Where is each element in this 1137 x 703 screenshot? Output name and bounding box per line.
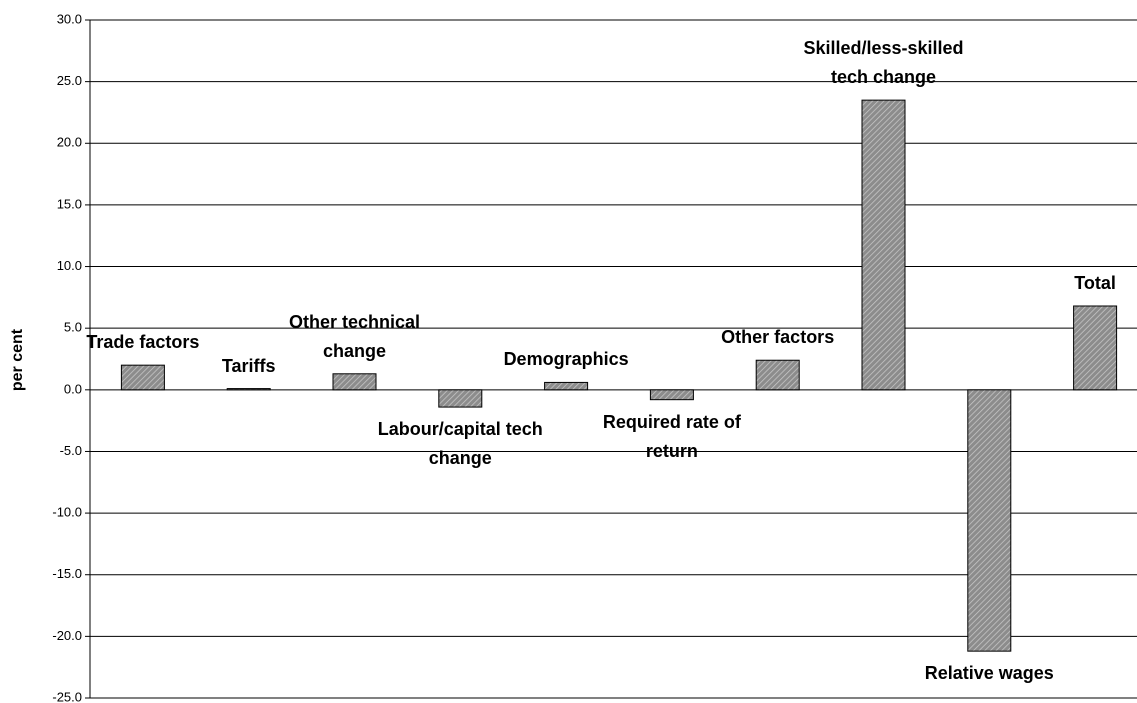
category-label: Trade factors	[86, 332, 200, 353]
y-tick-label: 25.0	[57, 73, 82, 88]
category-label: Demographics	[503, 349, 629, 370]
y-tick-label: -5.0	[60, 443, 82, 458]
y-tick-label: -20.0	[52, 628, 82, 643]
y-tick-label: 5.0	[64, 320, 82, 335]
bar	[649, 389, 694, 401]
bar	[226, 388, 271, 391]
bar	[120, 364, 165, 391]
bar	[544, 381, 589, 391]
category-label: Labour/capital tech change	[377, 419, 543, 469]
y-tick-label: 15.0	[57, 196, 82, 211]
bar	[967, 389, 1012, 652]
y-tick-label: 0.0	[64, 381, 82, 396]
bar	[1073, 305, 1118, 391]
y-tick-label: 20.0	[57, 135, 82, 150]
y-axis-title: per cent	[9, 328, 26, 391]
bar	[755, 359, 800, 391]
category-label: Total	[1074, 272, 1116, 293]
y-tick-label: -15.0	[52, 566, 82, 581]
category-label: Relative wages	[924, 663, 1054, 684]
bar	[332, 373, 377, 391]
category-label: Required rate of return	[602, 411, 741, 461]
y-tick-label: -25.0	[52, 689, 82, 703]
y-tick-label: -10.0	[52, 505, 82, 520]
category-label: Tariffs	[221, 355, 276, 376]
y-tick-label: 30.0	[57, 11, 82, 26]
y-tick-label: 10.0	[57, 258, 82, 273]
category-label: Skilled/less-skilled tech change	[803, 38, 964, 88]
bar	[438, 389, 483, 408]
category-label: Other factors	[721, 327, 835, 348]
bar	[861, 99, 906, 391]
category-label: Other technical change	[288, 311, 421, 361]
